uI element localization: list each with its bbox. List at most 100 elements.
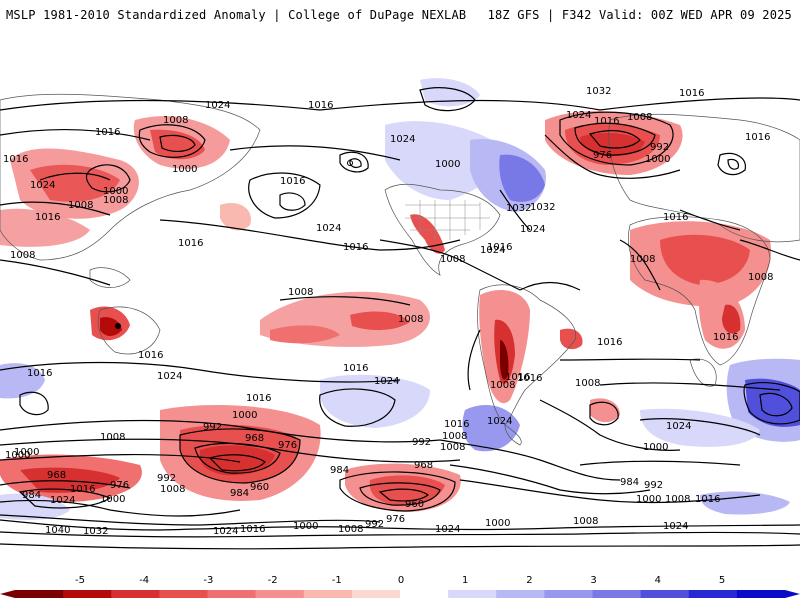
isobar-label: 1000 [293,521,318,532]
isobar-label: 1024 [390,134,415,145]
isobar-label: 1000 [485,518,510,529]
isobar-label: 1008 [288,287,313,298]
colorbar-swatch [640,590,690,598]
isobar-label: 1008 [163,115,188,126]
isobar-label: 1016 [343,363,368,374]
isobar-label: 992 [650,142,669,153]
isobar-label: 1016 [246,393,271,404]
isobar-label: 1008 [398,314,423,325]
isobar-label: 1016 [138,350,163,361]
colorbar-svg [0,590,800,598]
colorbar-tick-label: -4 [139,575,150,586]
isobar-label: 1000 [636,494,661,505]
isobar-label: 1016 [517,373,542,384]
low-centers [115,160,353,329]
isobar-label: 1008 [440,254,465,265]
isobar-label: 984 [230,488,249,499]
isobar-label: 1016 [505,372,530,383]
isobars [0,87,800,550]
isobar-label: 1000 [172,164,197,175]
isobar-label: 1000 [5,450,30,461]
chart-title: MSLP 1981-2010 Standardized Anomaly | Co… [6,8,467,22]
isobar-label: 1032 [506,203,531,214]
colorbar-swatch [496,590,545,598]
colorbar-swatch [688,590,738,598]
isobar-label: 1008 [10,250,35,261]
isobar-label: 1016 [280,176,305,187]
isobar-label: 1008 [490,380,515,391]
isobar-label: 1016 [95,127,120,138]
colorbar-swatch [544,590,593,598]
colorbar-swatch [15,590,64,598]
isobar-label: 1024 [566,110,591,121]
isobar-label: 1040 [45,525,70,536]
model-run-info: 18Z GFS | F342 Valid: 00Z WED APR 09 202… [487,8,792,22]
colorbar-swatch [159,590,208,598]
colorbar-swatch [448,590,497,598]
colorbar-tick-label: -5 [75,575,85,586]
isobar-label: 1016 [679,88,704,99]
isobar-label: 1008 [573,516,598,527]
isobar-label: 1000 [435,159,460,170]
isobar-label: 1008 [627,112,652,123]
colorbar-swatch [207,590,257,598]
isobar-label: 1008 [630,254,655,265]
coastlines [0,93,800,446]
isobar-label: 1024 [205,100,230,111]
isobar-label: 992 [412,437,431,448]
isobar-label: 1024 [316,223,341,234]
isobar-label: 976 [386,514,405,525]
isobar-label: 1024 [157,371,182,382]
isobar-label: 1016 [343,242,368,253]
isobar-label: 1024 [480,245,505,256]
isobar-label: 1000 [14,447,39,458]
isobar-label: 1024 [487,416,512,427]
isobar-label: 992 [157,473,176,484]
isobar-label: 976 [593,150,612,161]
colorbar-right-arrow [785,590,800,598]
isobar-label: 960 [405,499,424,510]
colorbar-swatch [63,590,112,598]
isobar-label: 976 [110,480,129,491]
isobar-label: 1016 [594,116,619,127]
colorbar-swatch [592,590,642,598]
isobar-label: 1024 [213,526,238,537]
colorbar-swatch [736,590,786,598]
isobar-label: 1032 [586,86,611,97]
colorbar-tick-label: 1 [462,575,469,586]
colorbar-swatch [351,590,401,598]
isobar-label: 992 [365,519,384,530]
isobar-label: 1008 [575,378,600,389]
isobar-label: 1008 [338,524,363,535]
colorbar-swatch [111,590,160,598]
isobar-label: 1008 [665,494,690,505]
isobar-label: 984 [620,477,639,488]
isobar-label: 1024 [520,224,545,235]
isobar-label: 1008 [748,272,773,283]
colorbar-tick-label: 3 [590,575,597,586]
isobar-label: 992 [203,422,222,433]
state-borders [405,200,490,240]
colorbar-labels: -5 -4 -3 -2 -1 0 1 2 3 4 5 [0,575,800,589]
colorbar-tick-label: -1 [331,575,342,586]
isobar-label: 984 [22,490,41,501]
colorbar-tick-label: -2 [267,575,278,586]
colorbar-tick-label: 5 [718,575,726,586]
colorbar [0,560,800,600]
isobar-label: 1000 [100,494,125,505]
isobar-label: 1008 [440,442,465,453]
isobar-label: 992 [644,480,663,491]
isobar-label: 1016 [3,154,28,165]
isobar-label: 1008 [442,431,467,442]
isobar-label: 1016 [70,484,95,495]
isobar-label: 1016 [178,238,203,249]
isobar-label: 1000 [232,410,257,421]
isobar-label: 968 [47,470,66,481]
colorbar-swatch [255,590,305,598]
isobar-label: 1016 [663,212,688,223]
colorbar-swatch [400,590,449,598]
isobar-label: 984 [330,465,349,476]
colorbar-tick-label: 0 [397,575,405,586]
isobar-label: 1016 [745,132,770,143]
isobar-label: 1032 [83,526,108,537]
